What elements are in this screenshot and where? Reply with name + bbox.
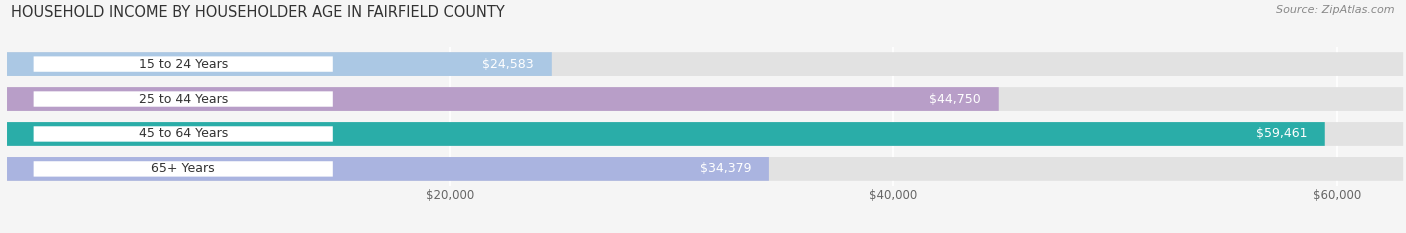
FancyBboxPatch shape	[7, 87, 1403, 111]
Text: 25 to 44 Years: 25 to 44 Years	[139, 93, 228, 106]
FancyBboxPatch shape	[34, 161, 333, 177]
FancyBboxPatch shape	[7, 122, 1324, 146]
Text: $44,750: $44,750	[929, 93, 981, 106]
FancyBboxPatch shape	[34, 56, 333, 72]
FancyBboxPatch shape	[7, 52, 551, 76]
FancyBboxPatch shape	[7, 157, 1403, 181]
Text: Source: ZipAtlas.com: Source: ZipAtlas.com	[1277, 5, 1395, 15]
Text: 15 to 24 Years: 15 to 24 Years	[139, 58, 228, 71]
FancyBboxPatch shape	[7, 122, 1403, 146]
Text: $34,379: $34,379	[700, 162, 751, 175]
FancyBboxPatch shape	[7, 157, 769, 181]
Text: $24,583: $24,583	[482, 58, 534, 71]
Text: $59,461: $59,461	[1256, 127, 1308, 140]
FancyBboxPatch shape	[34, 126, 333, 142]
FancyBboxPatch shape	[7, 52, 1403, 76]
Text: 65+ Years: 65+ Years	[152, 162, 215, 175]
FancyBboxPatch shape	[7, 87, 998, 111]
FancyBboxPatch shape	[34, 91, 333, 107]
Text: 45 to 64 Years: 45 to 64 Years	[139, 127, 228, 140]
Text: HOUSEHOLD INCOME BY HOUSEHOLDER AGE IN FAIRFIELD COUNTY: HOUSEHOLD INCOME BY HOUSEHOLDER AGE IN F…	[11, 5, 505, 20]
